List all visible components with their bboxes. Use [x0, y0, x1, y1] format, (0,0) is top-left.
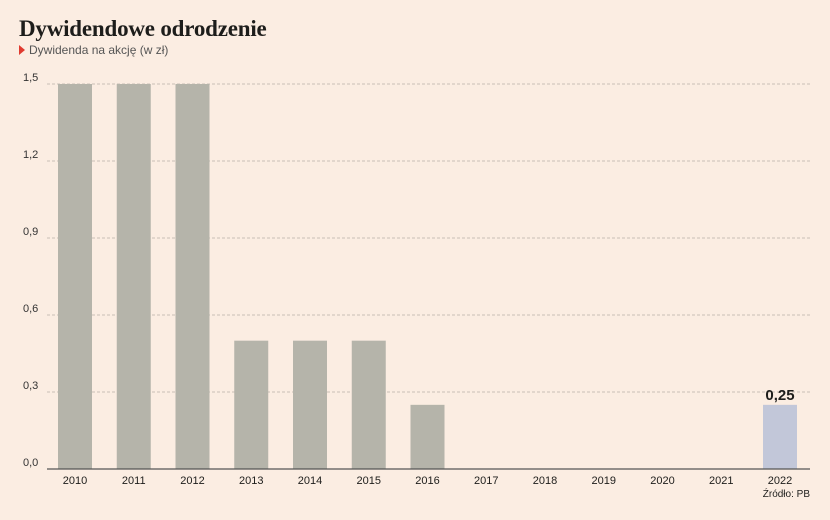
x-tick-label: 2011 [122, 475, 146, 487]
data-labels: 0,25 [765, 387, 794, 404]
subtitle-marker-icon [19, 45, 25, 55]
data-label-2022: 0,25 [765, 387, 794, 404]
grid-lines [47, 83, 810, 393]
bar-2015 [351, 340, 386, 469]
bars [47, 84, 810, 470]
bar-2016 [410, 404, 445, 469]
source-note: Źródło: PB [762, 489, 810, 500]
x-tick-label: 2017 [474, 475, 498, 487]
bar-2013 [234, 340, 269, 469]
x-tick-label: 2014 [298, 475, 322, 487]
bar-2012 [175, 84, 210, 469]
x-tick-label: 2021 [709, 475, 733, 487]
x-tick-label: 2022 [768, 475, 792, 487]
bar-2011 [116, 84, 151, 469]
chart-subtitle-text: Dywidenda na akcję (w zł) [29, 43, 169, 57]
chart-title: Dywidendowe odrodzenie [19, 16, 267, 41]
y-tick-label: 0,0 [23, 457, 38, 469]
y-tick-label: 1,5 [23, 72, 38, 84]
x-tick-label: 2019 [592, 475, 616, 487]
x-tick-label: 2018 [533, 475, 557, 487]
y-axis-ticks: 0,0 0,3 0,6 0,9 1,2 1,5 [23, 72, 38, 469]
x-tick-label: 2010 [63, 475, 87, 487]
x-tick-label: 2012 [180, 475, 204, 487]
bar-2010 [58, 84, 92, 469]
y-tick-label: 0,9 [23, 226, 38, 238]
bar-2022 [763, 404, 797, 469]
x-tick-label: 2013 [239, 475, 263, 487]
y-tick-label: 1,2 [23, 149, 38, 161]
chart-subtitle: Dywidenda na akcję (w zł) [19, 43, 168, 57]
bar-2014 [293, 340, 327, 469]
x-tick-label: 2020 [650, 475, 674, 487]
x-tick-label: 2015 [357, 475, 381, 487]
x-tick-label: 2016 [415, 475, 439, 487]
y-tick-label: 0,3 [23, 380, 38, 392]
x-axis-ticks: 2010 2011 2012 2013 2014 2015 2016 2017 2018 2019… [63, 475, 792, 487]
y-tick-label: 0,6 [23, 303, 38, 315]
